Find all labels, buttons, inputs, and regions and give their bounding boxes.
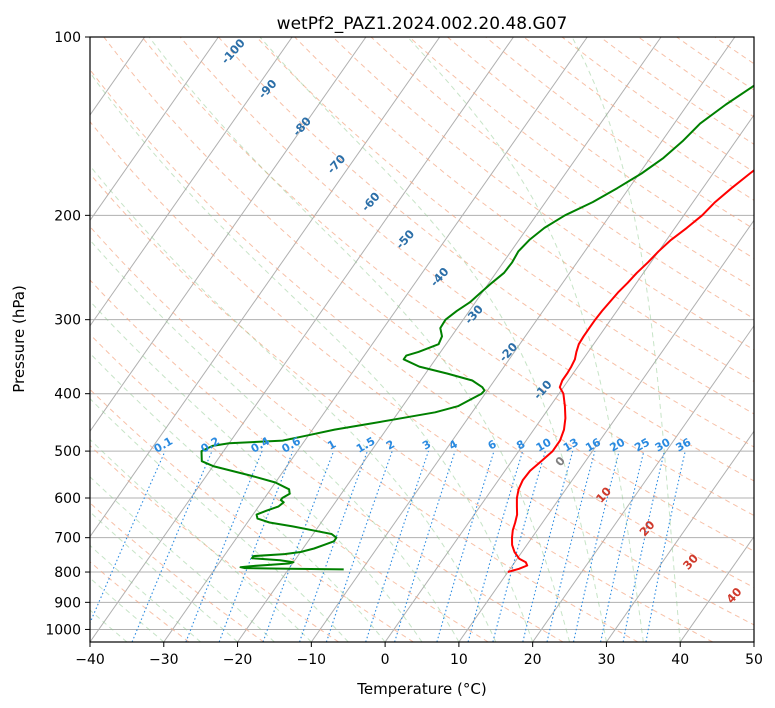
moist-adiabat-line (90, 544, 202, 642)
dry-adiabat-line (90, 120, 754, 626)
mixing-ratio-line (185, 450, 263, 642)
y-tick-label: 200 (54, 208, 81, 224)
dry-adiabat-line (103, 37, 754, 552)
x-tick-label: −30 (149, 652, 179, 668)
dry-adiabat-line (256, 37, 754, 415)
dry-adiabat-line (179, 37, 754, 482)
mixing-ratio-line (546, 450, 596, 642)
isotherm-line (90, 37, 514, 642)
isotherm-line (163, 37, 588, 642)
moist-adiabat-line (90, 165, 497, 642)
mixing-ratio-line (492, 450, 546, 642)
x-tick-label: 20 (524, 652, 542, 668)
x-tick-label: 10 (450, 652, 468, 668)
isotherm-line (90, 37, 367, 433)
isotherm-line (606, 430, 754, 642)
moist-adiabat-line (407, 37, 644, 642)
dry-adiabat-line (90, 279, 564, 642)
y-tick-label: 100 (54, 30, 81, 46)
moist-adiabat-line (90, 577, 165, 642)
y-axis-ticks: 100 200 300 400 500 600 700 800 900 1000 (45, 30, 90, 638)
mixing-ratio-line (600, 450, 645, 642)
moist-adiabat-line (90, 71, 534, 642)
moist-adiabat-line (571, 37, 681, 642)
y-tick-label: 500 (54, 444, 81, 460)
moist-adiabat-line (148, 37, 571, 642)
isotherm-line (90, 37, 293, 327)
y-tick-label: 800 (54, 565, 81, 581)
y-tick-label: 1000 (45, 622, 81, 638)
dewpoint-series-line (200, 84, 754, 571)
y-tick-label: 600 (54, 491, 81, 507)
x-tick-label: −10 (297, 652, 327, 668)
plot-frame (89, 36, 755, 643)
moist-adiabat-line (90, 511, 238, 642)
isotherm-line (384, 114, 754, 642)
x-axis-ticks: −40 −30 −20 −10 0 10 20 30 40 50 (75, 642, 763, 668)
mixing-ratio-line (522, 450, 574, 642)
mixing-ratio-line (436, 450, 495, 642)
dry-adiabat-line (90, 333, 489, 642)
x-tick-label: −40 (75, 652, 105, 668)
x-tick-label: −20 (223, 652, 253, 668)
isotherm-line (679, 535, 754, 642)
y-axis-title: Pressure (hPa) (10, 285, 28, 393)
mixing-ratio-line (572, 450, 620, 642)
isotherm-line (458, 219, 754, 642)
temperature-series-line (507, 169, 754, 573)
x-tick-label: 40 (671, 652, 689, 668)
isotherm-line (532, 324, 754, 642)
y-tick-label: 700 (54, 531, 81, 547)
dry-adiabat-line (332, 37, 754, 351)
moist-adiabat-line (90, 397, 349, 642)
series-layer (200, 84, 754, 573)
y-tick-label: 400 (54, 387, 81, 403)
x-tick-label: 50 (745, 652, 763, 668)
mixing-ratio-line (218, 450, 294, 642)
grid-lines (90, 37, 754, 642)
mixing-ratio-line (131, 450, 213, 642)
mixing-ratio-line (467, 450, 524, 642)
reference-lines (90, 37, 754, 642)
x-axis-title: Temperature (°C) (356, 680, 486, 698)
isotherm-line (237, 37, 662, 642)
y-tick-label: 300 (54, 313, 81, 329)
mixing-ratio-line (262, 450, 335, 642)
dry-adiabat-line (90, 225, 639, 642)
isotherm-line (90, 37, 219, 222)
dry-adiabat-line (408, 37, 754, 289)
dry-adiabat-line (141, 37, 754, 517)
x-tick-label: 30 (598, 652, 616, 668)
x-tick-label: 0 (381, 652, 390, 668)
moist-adiabat-line (90, 239, 460, 642)
mixing-ratio-line (325, 450, 393, 642)
mixing-ratio-line (299, 450, 368, 642)
moist-adiabat-line (90, 352, 386, 642)
chart-title: wetPf2_PAZ1.2024.002.20.48.G07 (277, 14, 568, 34)
mixing-ratio-line (365, 450, 430, 642)
dry-adiabat-line (370, 37, 754, 320)
isotherm-line (90, 37, 441, 538)
dry-adiabat-line (90, 68, 754, 589)
y-tick-label: 900 (54, 595, 81, 611)
mixing-ratio-line (90, 450, 166, 625)
mixing-ratio-line (394, 450, 456, 642)
